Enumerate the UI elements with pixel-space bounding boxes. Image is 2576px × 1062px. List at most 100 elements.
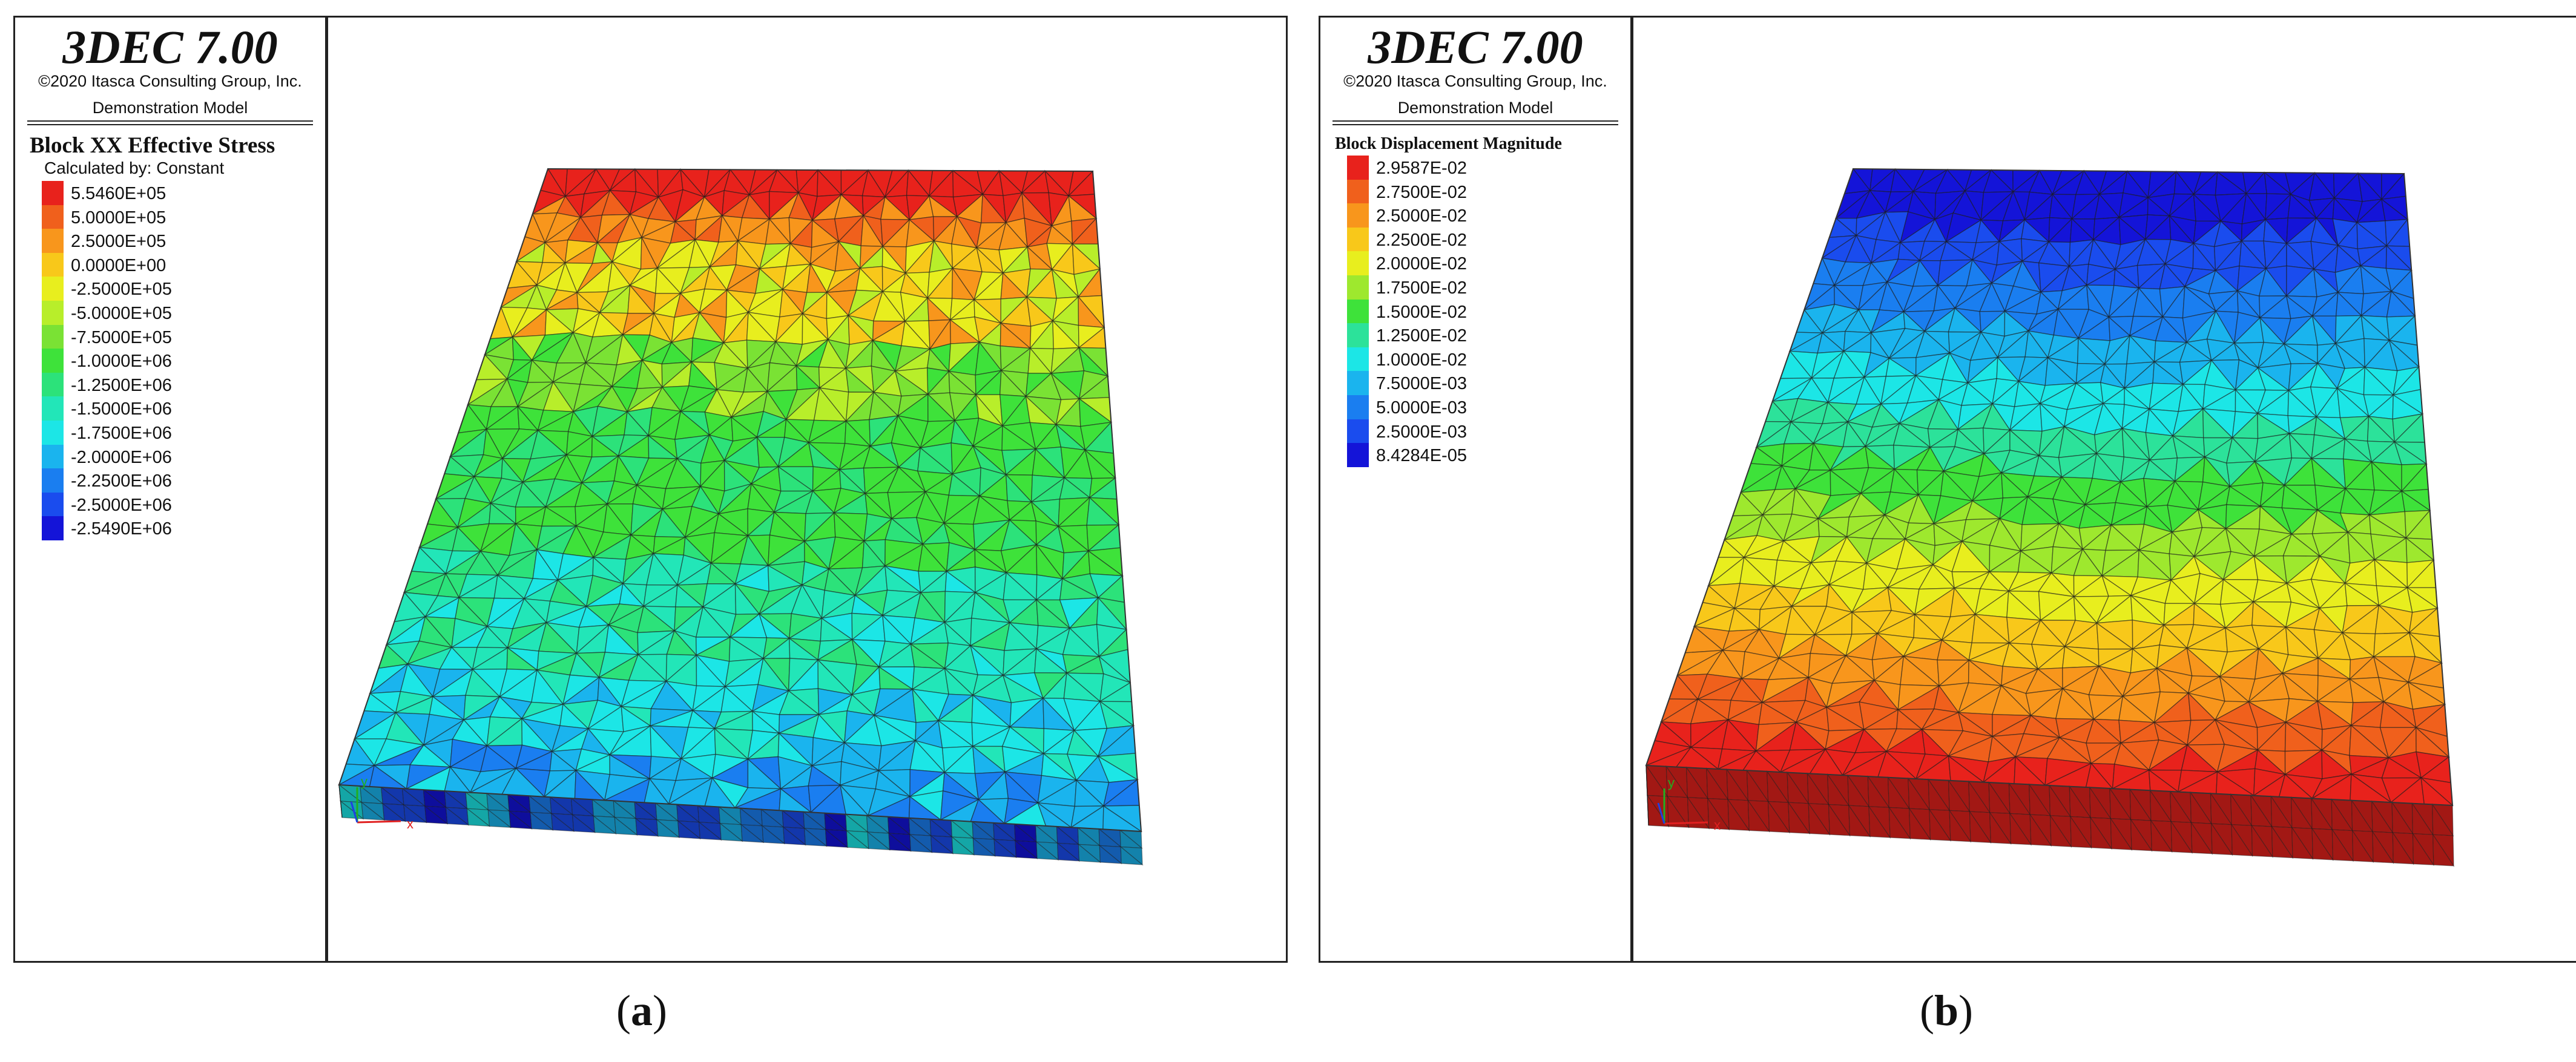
y-axis-label: y: [1668, 775, 1675, 790]
side-element: [718, 806, 743, 825]
side-element: [2311, 797, 2333, 830]
x-axis-label: x: [1714, 818, 1721, 833]
side-element: [846, 830, 870, 850]
legend-label: 7.5000E-03: [1376, 374, 1467, 394]
legend-label: 2.5000E-03: [1376, 422, 1467, 442]
side-element: [1788, 801, 1811, 834]
side-element: [740, 824, 765, 843]
copyright-b: ©2020 Itasca Consulting Group, Inc.: [1343, 72, 1607, 90]
legend-subtitle-a: Calculated by: Constant: [44, 159, 225, 177]
model-view-b[interactable]: xy: [1632, 18, 2576, 961]
axis-triad: xy: [350, 774, 413, 831]
side-element: [2150, 819, 2173, 853]
legend-swatch: [42, 349, 64, 373]
side-element: [466, 807, 491, 827]
side-element: [1665, 765, 1688, 798]
legend-swatch: [42, 300, 64, 325]
side-element: [951, 836, 975, 856]
side-element: [2392, 831, 2414, 865]
legend-swatch: [1347, 251, 1369, 276]
legend-label: -7.5000E+05: [71, 327, 172, 347]
legend-swatch: [1347, 156, 1369, 180]
panel-b: 3DEC 7.00 ©2020 Itasca Consulting Group,…: [1319, 16, 2576, 963]
side-element: [2029, 783, 2051, 816]
side-element: [1928, 809, 1951, 842]
legend-label: -2.2500E+06: [71, 471, 172, 491]
caption-a: (a): [616, 986, 667, 1035]
legend-label: 2.2500E-02: [1376, 230, 1467, 250]
side-element: [529, 795, 553, 815]
legend-label: 2.5000E-02: [1376, 206, 1467, 226]
y-axis-label: y: [361, 774, 367, 789]
legend-swatch: [1347, 179, 1369, 204]
side-element: [635, 818, 659, 837]
side-element: [2149, 789, 2172, 822]
x-axis-label: x: [407, 816, 413, 831]
side-element: [338, 784, 363, 803]
side-element: [2029, 813, 2052, 847]
legend-swatch: [1347, 227, 1369, 252]
legend-swatch: [1347, 395, 1369, 419]
viewport-frame-a: 3DEC 7.00 ©2020 Itasca Consulting Group,…: [13, 16, 1288, 963]
app-title-a: 3DEC 7.00: [62, 21, 278, 73]
legend-title-b: Block Displacement Magnitude: [1335, 134, 1562, 153]
legend-label: -1.5000E+06: [71, 399, 172, 419]
z-axis-line: [350, 801, 358, 823]
side-element: [2130, 818, 2153, 851]
side-element: [1847, 774, 1870, 807]
legend-label: -5.0000E+05: [71, 303, 172, 323]
side-element: [2251, 824, 2273, 857]
side-element: [972, 821, 996, 840]
side-element: [445, 806, 470, 826]
side-element: [931, 834, 954, 854]
legend-label: 2.5000E+05: [71, 232, 166, 252]
model-view-a[interactable]: xy: [327, 18, 1286, 961]
side-element: [1747, 799, 1770, 832]
side-element: [825, 828, 849, 848]
side-element: [676, 804, 700, 823]
legend-swatch: [42, 372, 64, 397]
side-element: [614, 816, 638, 836]
side-element: [2089, 786, 2112, 819]
side-element: [2250, 794, 2273, 827]
side-element: [509, 810, 533, 830]
legend-swatch: [42, 516, 64, 541]
side-element: [1848, 804, 1871, 837]
legend-label: -1.0000E+06: [71, 352, 172, 372]
caption-letter-b: b: [1934, 986, 1959, 1035]
caption-b: (b): [1919, 986, 1973, 1035]
side-element: [740, 824, 764, 844]
side-element: [2391, 801, 2414, 834]
side-element: [972, 837, 996, 857]
legend-title-a: Block XX Effective Stress: [30, 133, 275, 158]
side-element: [719, 822, 743, 842]
side-element: [2331, 828, 2354, 862]
side-element: [1767, 800, 1790, 833]
side-element: [783, 826, 807, 845]
side-element: [551, 813, 575, 832]
side-element: [993, 838, 1018, 858]
side-element: [2433, 833, 2455, 867]
legend-label: -2.5000E+06: [71, 495, 172, 515]
side-element: [1908, 807, 1931, 841]
side-element: [1036, 841, 1059, 860]
side-element: [2049, 814, 2072, 847]
side-element: [1727, 798, 1750, 831]
side-element: [572, 814, 596, 833]
legend-label: 8.4284E-05: [1376, 446, 1467, 466]
side-element: [698, 821, 723, 841]
legend-label: 5.0000E-03: [1376, 398, 1467, 418]
side-element: [1120, 846, 1144, 865]
z-axis-line: [1657, 802, 1665, 824]
side-element: [1685, 766, 1708, 799]
x-axis-line: [357, 820, 401, 824]
side-element: [1645, 764, 1668, 797]
axis-triad: xy: [1657, 775, 1721, 833]
side-element: [2351, 830, 2374, 864]
viewport-frame-b: 3DEC 7.00 ©2020 Itasca Consulting Group,…: [1319, 16, 2576, 963]
side-element: [1787, 771, 1810, 804]
side-element: [2211, 822, 2233, 856]
legend-swatch: [42, 468, 64, 493]
side-element: [338, 784, 343, 818]
legend-label: 1.5000E-02: [1376, 302, 1467, 322]
